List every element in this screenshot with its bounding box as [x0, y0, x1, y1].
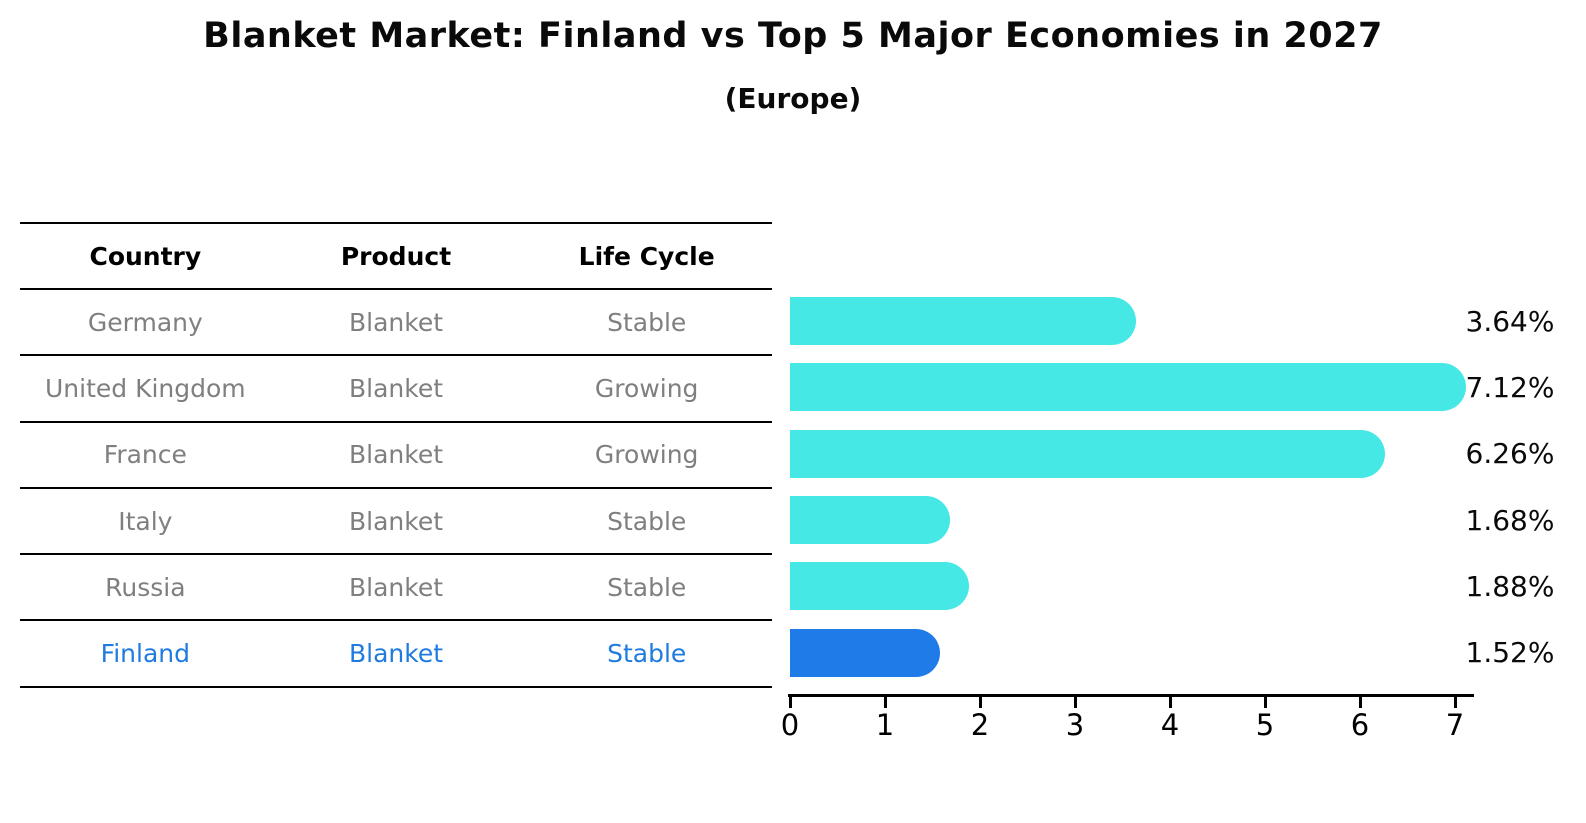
product-cell: Blanket	[348, 373, 444, 403]
x-tick-mark	[978, 697, 982, 708]
country-cell: Germany	[87, 307, 203, 337]
life-cycle-cell: Growing	[594, 440, 699, 470]
life-cycle-cell: Stable	[607, 506, 687, 536]
bar-value-label: 1.88%	[1465, 569, 1555, 603]
product-cell: Blanket	[348, 307, 444, 337]
product-cell: Blanket	[348, 506, 444, 536]
country-cell: France	[103, 440, 187, 470]
bar-value-label: 6.26%	[1465, 437, 1555, 471]
table-row-france: France Blanket Growing	[20, 423, 772, 489]
chart-title: Blanket Market: Finland vs Top 5 Major E…	[203, 16, 1383, 56]
bar-row	[790, 354, 1474, 420]
column-header-product: Product	[340, 241, 452, 271]
bar-united-kingdom	[790, 363, 1467, 412]
x-tick-mark	[1263, 697, 1267, 708]
bar-value-label: 3.64%	[1465, 304, 1555, 338]
x-tick-mark	[883, 697, 887, 708]
column-header-life-cycle: Life Cycle	[578, 241, 715, 271]
bar-row	[790, 288, 1474, 354]
product-cell: Blanket	[348, 639, 444, 669]
table-row-italy: Italy Blanket Stable	[20, 489, 772, 556]
country-cell: Russia	[105, 572, 186, 602]
bar-value-label: 1.52%	[1465, 636, 1555, 670]
bar-france	[790, 429, 1385, 478]
x-tick-label: 6	[1350, 708, 1370, 742]
x-tick-label: 7	[1445, 708, 1465, 742]
table-row-united-kingdom: United Kingdom Blanket Growing	[20, 356, 772, 423]
bar-value-label: 7.12%	[1465, 370, 1555, 404]
bar-row	[790, 487, 1474, 553]
x-tick-label: 2	[970, 708, 990, 742]
life-cycle-cell: Growing	[594, 373, 699, 403]
x-tick-label: 0	[780, 708, 800, 742]
chart-subtitle: (Europe)	[724, 82, 862, 115]
table-row-finland: Finland Blanket Stable	[20, 621, 772, 688]
country-cell: United Kingdom	[45, 373, 246, 403]
life-cycle-cell: Stable	[607, 307, 687, 337]
bar-italy	[790, 496, 950, 545]
table-row-germany: Germany Blanket Stable	[20, 290, 772, 357]
bar-plot-area	[790, 288, 1474, 686]
life-cycle-cell: Stable	[607, 639, 687, 669]
x-tick-mark	[1453, 697, 1457, 708]
x-tick-label: 5	[1255, 708, 1275, 742]
country-cell: Italy	[118, 506, 173, 536]
bar-germany	[790, 297, 1136, 346]
value-label-column: 3.64% 7.12% 6.26% 1.68% 1.88% 1.52%	[1458, 288, 1562, 686]
x-tick-mark	[788, 697, 792, 708]
x-tick-mark	[1073, 697, 1077, 708]
product-cell: Blanket	[348, 572, 444, 602]
life-cycle-cell: Stable	[607, 572, 687, 602]
column-header-country: Country	[89, 241, 202, 271]
x-tick-mark	[1168, 697, 1172, 708]
bar-row	[790, 553, 1474, 619]
x-tick-label: 3	[1065, 708, 1085, 742]
country-cell: Finland	[100, 639, 190, 669]
bar-russia	[790, 562, 969, 611]
x-tick-mark	[1358, 697, 1362, 708]
x-tick-label: 4	[1160, 708, 1180, 742]
x-axis-line	[788, 694, 1474, 697]
x-tick-label: 1	[875, 708, 895, 742]
table-row-russia: Russia Blanket Stable	[20, 555, 772, 622]
bar-row	[790, 620, 1474, 686]
bar-row	[790, 421, 1474, 487]
bar-finland-highlighted	[790, 628, 941, 677]
country-table: Country Product Life Cycle Germany Blank…	[20, 222, 772, 688]
product-cell: Blanket	[348, 440, 444, 470]
table-header-row: Country Product Life Cycle	[20, 224, 772, 290]
bar-value-label: 1.68%	[1465, 503, 1555, 537]
